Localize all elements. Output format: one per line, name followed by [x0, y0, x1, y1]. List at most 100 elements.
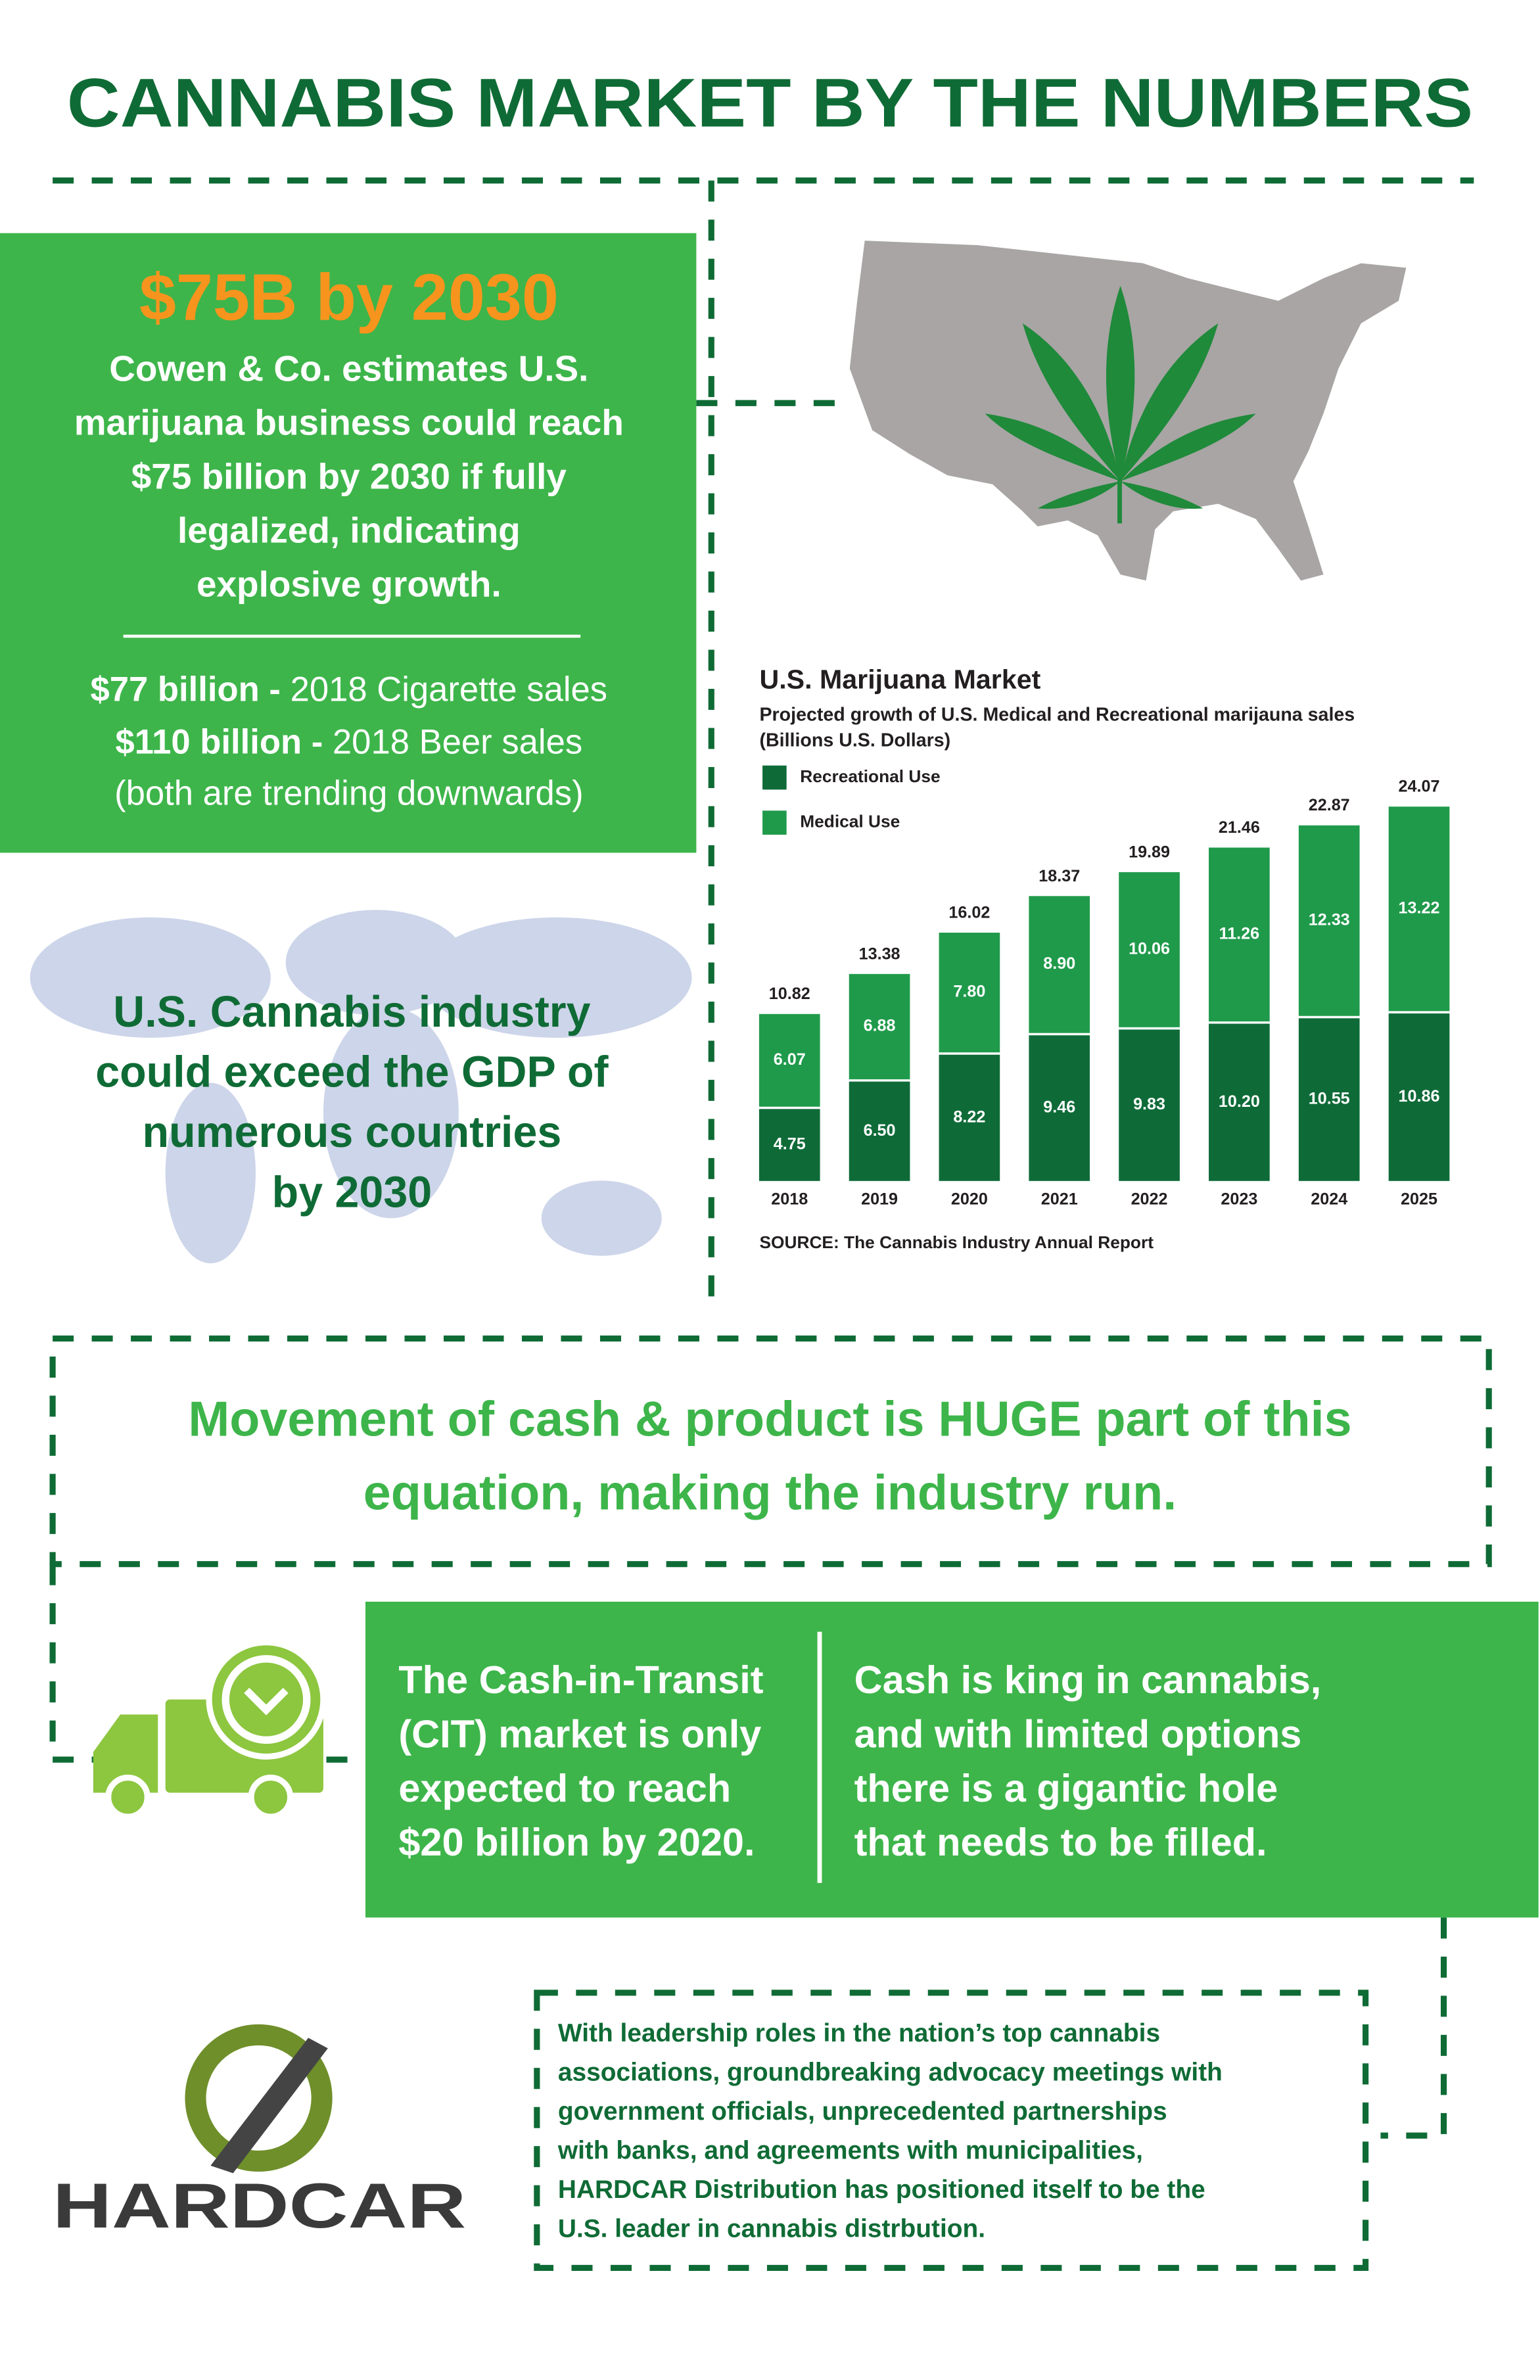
total-label: 24.07: [1399, 778, 1440, 796]
bar-label: 6.07: [774, 1050, 806, 1069]
text-line: legalized, indicating: [177, 509, 521, 550]
legend-label: Medical Use: [800, 812, 900, 831]
bar-segment: [1116, 1027, 1182, 1184]
legend-swatch: [762, 765, 787, 790]
stat-text: Cowen & Co. estimates U.S. marijuana busi…: [74, 348, 624, 605]
text-line: expected to reach: [398, 1766, 731, 1810]
logo-mark: [185, 2024, 333, 2174]
total-label: 10.82: [769, 985, 810, 1003]
text-line: by 2030: [272, 1169, 432, 1217]
connector: [1380, 1763, 1447, 2139]
page-title: CANNABIS MARKET BY THE NUMBERS: [67, 65, 1473, 142]
bar-label: 8.22: [953, 1108, 985, 1126]
text-line: explosive growth.: [197, 563, 502, 604]
chart-subtitle: (Billions U.S. Dollars): [759, 730, 950, 751]
bar-segment: [1296, 823, 1362, 1019]
about-text: With leadership roles in the nation’s to…: [557, 2019, 1223, 2243]
bar-segment: [1206, 1021, 1272, 1184]
world-map: [30, 910, 692, 1264]
legend-label: Recreational Use: [800, 766, 940, 786]
text-line: numerous countries: [143, 1108, 562, 1157]
callout-text: Movement of cash & product is HUGE part …: [188, 1391, 1351, 1447]
text-line: associations, groundbreaking advocacy me…: [558, 2059, 1223, 2087]
total-label: 18.37: [1038, 867, 1080, 885]
bar-label: 7.80: [953, 983, 985, 1001]
text-line: Cash is king in cannabis,: [854, 1658, 1322, 1702]
text-line: with banks, and agreements with municipa…: [557, 2137, 1143, 2165]
text-line: government officials, unprecedented part…: [558, 2097, 1167, 2126]
total-label: 19.89: [1129, 843, 1170, 861]
text-line: $20 billion by 2020.: [398, 1820, 755, 1864]
bar-segment: [1386, 804, 1452, 1014]
total-label: 13.38: [859, 945, 900, 963]
legend-swatch: [762, 810, 787, 835]
callout-text: equation, making the industry run.: [363, 1465, 1177, 1520]
bar-label: 10.20: [1219, 1092, 1260, 1111]
chart-source: SOURCE: The Cannabis Industry Annual Rep…: [759, 1232, 1154, 1252]
bar-label: 6.88: [864, 1017, 896, 1035]
bar-segment: [757, 1012, 823, 1109]
world-text: U.S. Cannabis industry could exceed the G…: [95, 988, 609, 1217]
x-tick-label: 2025: [1401, 1190, 1437, 1209]
callout-box: [49, 1335, 1492, 1568]
comparison: $77 billion - 2018 Cigarette sales: [91, 670, 608, 709]
bar-label: 10.86: [1399, 1087, 1440, 1106]
bar-segment: [1206, 845, 1272, 1024]
bar-segment: [937, 930, 1002, 1055]
logo-text: HARDCAR: [53, 2171, 466, 2241]
cit-text: The Cash-in-Transit (CIT) market is only e…: [398, 1658, 1321, 1864]
x-tick-label: 2022: [1131, 1190, 1168, 1209]
text-line: With leadership roles in the nation’s to…: [558, 2019, 1160, 2047]
text-line: HARDCAR Distribution has positioned itse…: [558, 2176, 1205, 2204]
bar-segment: [1386, 1011, 1452, 1184]
truck-icon: [93, 1639, 327, 1820]
bar-label: 4.75: [774, 1135, 806, 1154]
bar-label: 8.90: [1043, 954, 1075, 973]
bar-label: 10.06: [1129, 940, 1170, 958]
chart-title: U.S. Marijuana Market: [759, 664, 1040, 694]
bar-label: 6.50: [864, 1121, 896, 1140]
text-line: $75 billion by 2030 if fully: [131, 456, 567, 497]
stat-panel: [0, 233, 697, 853]
x-tick-label: 2018: [771, 1190, 808, 1209]
text-line: marijuana business could reach: [74, 402, 624, 443]
x-tick-label: 2021: [1041, 1190, 1078, 1209]
text-line: U.S. Cannabis industry: [113, 988, 590, 1037]
text-line: there is a gigantic hole: [854, 1766, 1278, 1810]
chart-subtitle: Projected growth of U.S. Medical and Rec…: [759, 705, 1355, 726]
comparison: $110 billion - 2018 Beer sales: [116, 723, 583, 762]
text-line: and with limited options: [854, 1712, 1302, 1756]
x-tick-label: 2024: [1311, 1190, 1347, 1209]
x-tick-label: 2019: [861, 1190, 898, 1209]
cit-panel: [365, 1601, 1539, 1918]
bar-label: 9.83: [1133, 1095, 1165, 1113]
bar-segment: [1296, 1015, 1362, 1184]
text-line: The Cash-in-Transit: [398, 1658, 763, 1702]
headline: $75B by 2030: [139, 261, 559, 335]
bar-segment: [937, 1052, 1002, 1184]
total-label: 16.02: [948, 903, 990, 922]
bar-segment: [847, 971, 912, 1082]
leaf-icon: [985, 285, 1256, 524]
total-label: 21.46: [1219, 818, 1260, 837]
bar-segment: [1116, 870, 1182, 1030]
bar-segment: [1026, 893, 1092, 1036]
bar-segment: [1026, 1033, 1092, 1184]
bar-chart: Recreational Use Medical Use 4.75 6.07 10.82…: [757, 765, 1452, 1209]
bar-label: 12.33: [1309, 910, 1350, 929]
total-label: 22.87: [1309, 796, 1350, 814]
text-line: U.S. leader in cannabis distrbution.: [558, 2215, 985, 2243]
bar-label: 9.46: [1043, 1098, 1075, 1117]
x-tick-label: 2020: [951, 1190, 988, 1209]
bar-label: 10.55: [1309, 1090, 1350, 1108]
bar-label: 11.26: [1219, 924, 1260, 943]
bar-label: 13.22: [1399, 898, 1440, 917]
text-line: that needs to be filled.: [854, 1820, 1267, 1864]
text-line: (CIT) market is only: [398, 1712, 761, 1756]
text-line: could exceed the GDP of: [95, 1048, 609, 1097]
text-line: Cowen & Co. estimates U.S.: [109, 348, 588, 389]
note: (both are trending downwards): [114, 774, 584, 812]
x-tick-label: 2023: [1221, 1190, 1257, 1209]
